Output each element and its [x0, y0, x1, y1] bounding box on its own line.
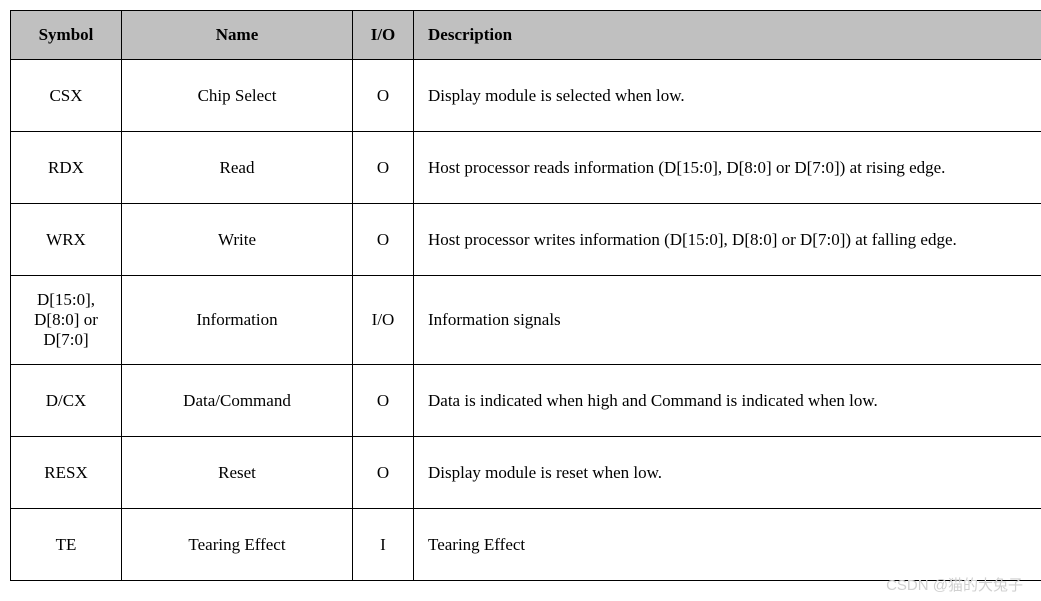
cell-desc: Host processor writes information (D[15:… [414, 204, 1041, 276]
cell-symbol: TE [11, 509, 122, 581]
cell-io: I [353, 509, 414, 581]
cell-symbol: WRX [11, 204, 122, 276]
cell-io: O [353, 365, 414, 437]
cell-symbol: D/CX [11, 365, 122, 437]
table-row: TE Tearing Effect I Tearing Effect [11, 509, 1041, 581]
table-row: WRX Write O Host processor writes inform… [11, 204, 1041, 276]
cell-io: I/O [353, 276, 414, 365]
cell-name: Reset [122, 437, 353, 509]
cell-symbol: RESX [11, 437, 122, 509]
cell-desc: Display module is selected when low. [414, 60, 1041, 132]
cell-io: O [353, 437, 414, 509]
col-header-symbol: Symbol [11, 11, 122, 60]
table-row: CSX Chip Select O Display module is sele… [11, 60, 1041, 132]
cell-name: Information [122, 276, 353, 365]
table-header-row: Symbol Name I/O Description [11, 11, 1041, 60]
table-row: D[15:0], D[8:0] or D[7:0] Information I/… [11, 276, 1041, 365]
signal-table: Symbol Name I/O Description CSX Chip Sel… [10, 10, 1041, 581]
cell-name: Tearing Effect [122, 509, 353, 581]
table-row: RESX Reset O Display module is reset whe… [11, 437, 1041, 509]
table-row: D/CX Data/Command O Data is indicated wh… [11, 365, 1041, 437]
cell-desc: Tearing Effect [414, 509, 1041, 581]
cell-io: O [353, 204, 414, 276]
cell-symbol: D[15:0], D[8:0] or D[7:0] [11, 276, 122, 365]
col-header-name: Name [122, 11, 353, 60]
cell-io: O [353, 60, 414, 132]
cell-desc: Information signals [414, 276, 1041, 365]
cell-symbol: RDX [11, 132, 122, 204]
cell-name: Data/Command [122, 365, 353, 437]
table-row: RDX Read O Host processor reads informat… [11, 132, 1041, 204]
cell-desc: Host processor reads information (D[15:0… [414, 132, 1041, 204]
col-header-desc: Description [414, 11, 1041, 60]
cell-desc: Data is indicated when high and Command … [414, 365, 1041, 437]
cell-desc: Display module is reset when low. [414, 437, 1041, 509]
cell-symbol: CSX [11, 60, 122, 132]
col-header-io: I/O [353, 11, 414, 60]
cell-name: Write [122, 204, 353, 276]
cell-name: Read [122, 132, 353, 204]
cell-io: O [353, 132, 414, 204]
cell-name: Chip Select [122, 60, 353, 132]
